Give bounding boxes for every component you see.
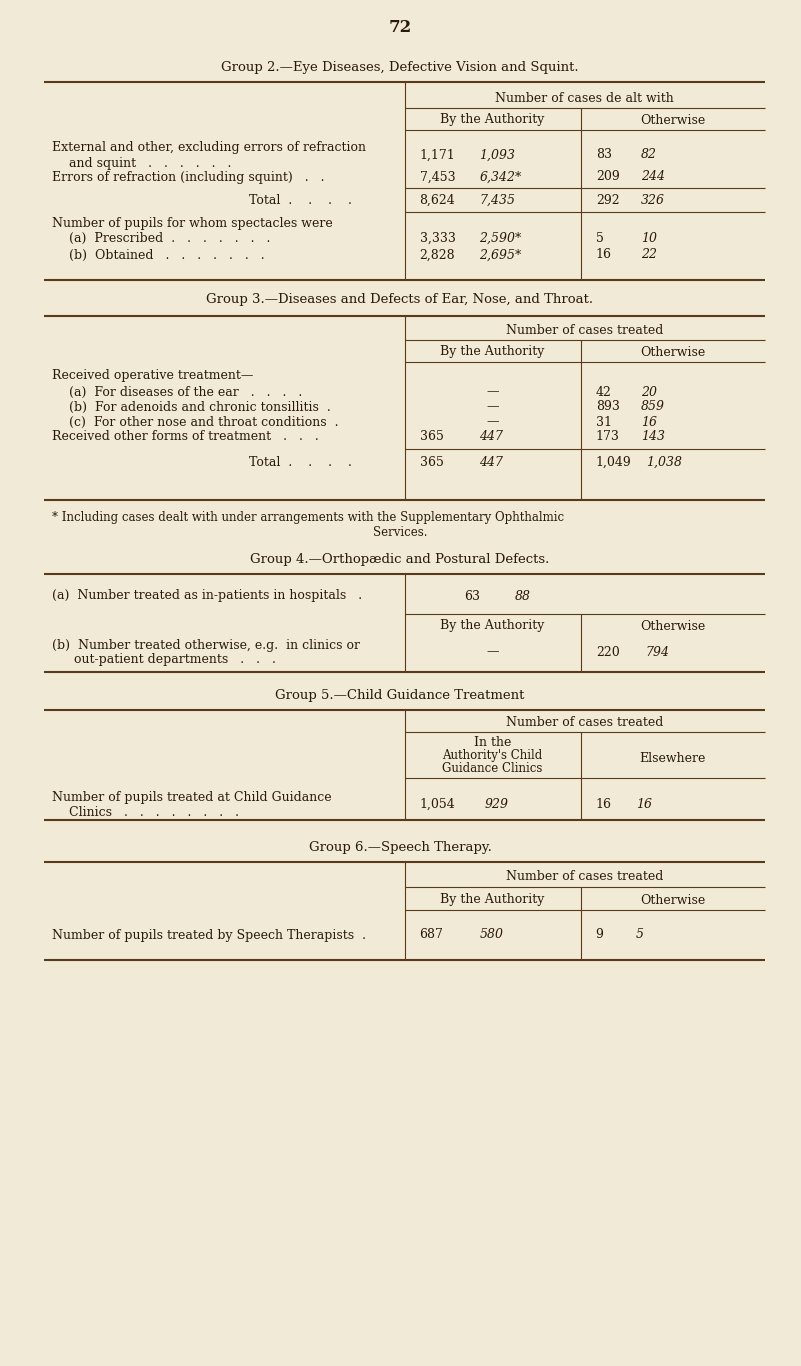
Text: —: — (486, 646, 499, 658)
Text: 2,695*: 2,695* (480, 249, 521, 261)
Text: 1,049: 1,049 (596, 455, 631, 469)
Text: Number of cases treated: Number of cases treated (506, 324, 663, 336)
Text: 16: 16 (596, 798, 612, 810)
Text: 447: 447 (480, 430, 504, 444)
Text: Otherwise: Otherwise (640, 620, 706, 632)
Text: Clinics   .   .   .   .   .   .   .   .: Clinics . . . . . . . . (69, 806, 239, 818)
Text: Group 3.—Diseases and Defects of Ear, Nose, and Throat.: Group 3.—Diseases and Defects of Ear, No… (207, 294, 594, 306)
Text: 859: 859 (641, 400, 665, 414)
Text: By the Authority: By the Authority (441, 346, 545, 358)
Text: Group 5.—Child Guidance Treatment: Group 5.—Child Guidance Treatment (276, 690, 525, 702)
Text: 244: 244 (641, 171, 665, 183)
Text: 10: 10 (641, 231, 657, 245)
Text: 365: 365 (420, 455, 444, 469)
Text: 8,624: 8,624 (420, 194, 455, 206)
Text: In the: In the (474, 735, 511, 749)
Text: 580: 580 (480, 929, 504, 941)
Text: (c)  For other nose and throat conditions  .: (c) For other nose and throat conditions… (69, 415, 339, 429)
Text: 687: 687 (420, 929, 444, 941)
Text: 893: 893 (596, 400, 620, 414)
Text: 1,171: 1,171 (420, 149, 455, 161)
Text: Number of cases treated: Number of cases treated (506, 716, 663, 728)
Text: 16: 16 (641, 415, 657, 429)
Text: —: — (486, 385, 499, 399)
Text: Number of pupils for whom spectacles were: Number of pupils for whom spectacles wer… (52, 217, 332, 231)
Text: 88: 88 (514, 590, 530, 602)
Text: Number of pupils treated by Speech Therapists  .: Number of pupils treated by Speech Thera… (52, 929, 366, 941)
Text: (b)  Number treated otherwise, e.g.  in clinics or: (b) Number treated otherwise, e.g. in cl… (52, 638, 360, 652)
Text: 5: 5 (636, 929, 644, 941)
Text: 326: 326 (641, 194, 665, 206)
Text: 20: 20 (641, 385, 657, 399)
Text: Otherwise: Otherwise (640, 346, 706, 358)
Text: 1,054: 1,054 (420, 798, 455, 810)
Text: (b)  For adenoids and chronic tonsillitis  .: (b) For adenoids and chronic tonsillitis… (69, 400, 331, 414)
Text: 83: 83 (596, 149, 612, 161)
Text: Guidance Clinics: Guidance Clinics (442, 762, 543, 776)
Text: 1,038: 1,038 (646, 455, 682, 469)
Text: out-patient departments   .   .   .: out-patient departments . . . (74, 653, 276, 667)
Text: Received operative treatment—: Received operative treatment— (52, 369, 253, 382)
Text: —: — (486, 400, 499, 414)
Text: * Including cases dealt with under arrangements with the Supplementary Ophthalmi: * Including cases dealt with under arran… (52, 511, 564, 525)
Text: Number of cases treated: Number of cases treated (506, 870, 663, 882)
Text: 6,342*: 6,342* (480, 171, 521, 183)
Text: (a)  Number treated as in-patients in hospitals   .: (a) Number treated as in-patients in hos… (52, 590, 362, 602)
Text: 72: 72 (388, 19, 412, 37)
Text: 22: 22 (641, 249, 657, 261)
Text: 220: 220 (596, 646, 619, 658)
Text: 794: 794 (646, 646, 670, 658)
Text: Number of cases de alt with: Number of cases de alt with (495, 92, 674, 105)
Text: By the Authority: By the Authority (441, 620, 545, 632)
Text: Elsewhere: Elsewhere (640, 751, 706, 765)
Text: 5: 5 (596, 231, 604, 245)
Text: By the Authority: By the Authority (441, 113, 545, 127)
Text: (a)  For diseases of the ear   .   .   .   .: (a) For diseases of the ear . . . . (69, 385, 302, 399)
Text: Number of pupils treated at Child Guidance: Number of pupils treated at Child Guidan… (52, 791, 332, 803)
Text: Total  .    .    .    .: Total . . . . (248, 194, 352, 206)
Text: 1,093: 1,093 (480, 149, 516, 161)
Text: 63: 63 (465, 590, 481, 602)
Text: 2,828: 2,828 (420, 249, 455, 261)
Text: 292: 292 (596, 194, 619, 206)
Text: (b)  Obtained   .   .   .   .   .   .   .: (b) Obtained . . . . . . . (69, 249, 264, 261)
Text: and squint   .   .   .   .   .   .: and squint . . . . . . (69, 157, 231, 169)
Text: Group 4.—Orthopædic and Postural Defects.: Group 4.—Orthopædic and Postural Defects… (250, 553, 549, 567)
Text: 16: 16 (596, 249, 612, 261)
Text: Group 6.—Speech Therapy.: Group 6.—Speech Therapy. (308, 841, 492, 855)
Text: 447: 447 (480, 455, 504, 469)
Text: 7,435: 7,435 (480, 194, 516, 206)
Text: External and other, excluding errors of refraction: External and other, excluding errors of … (52, 142, 366, 154)
Text: Errors of refraction (including squint)   .   .: Errors of refraction (including squint) … (52, 171, 324, 183)
Text: 16: 16 (636, 798, 652, 810)
Text: 365: 365 (420, 430, 444, 444)
Text: Otherwise: Otherwise (640, 113, 706, 127)
Text: Total  .    .    .    .: Total . . . . (248, 455, 352, 469)
Text: 3,333: 3,333 (420, 231, 456, 245)
Text: 2,590*: 2,590* (480, 231, 521, 245)
Text: 143: 143 (641, 430, 665, 444)
Text: 82: 82 (641, 149, 657, 161)
Text: 929: 929 (485, 798, 509, 810)
Text: By the Authority: By the Authority (441, 893, 545, 907)
Text: Received other forms of treatment   .   .   .: Received other forms of treatment . . . (52, 430, 319, 444)
Text: Otherwise: Otherwise (640, 893, 706, 907)
Text: (a)  Prescribed  .   .   .   .   .   .   .: (a) Prescribed . . . . . . . (69, 231, 271, 245)
Text: 42: 42 (596, 385, 612, 399)
Text: 209: 209 (596, 171, 619, 183)
Text: —: — (486, 415, 499, 429)
Text: 31: 31 (596, 415, 612, 429)
Text: Authority's Child: Authority's Child (442, 750, 543, 762)
Text: 173: 173 (596, 430, 620, 444)
Text: 7,453: 7,453 (420, 171, 455, 183)
Text: 9: 9 (596, 929, 604, 941)
Text: Group 2.—Eye Diseases, Defective Vision and Squint.: Group 2.—Eye Diseases, Defective Vision … (221, 61, 579, 75)
Text: Services.: Services. (372, 526, 427, 540)
